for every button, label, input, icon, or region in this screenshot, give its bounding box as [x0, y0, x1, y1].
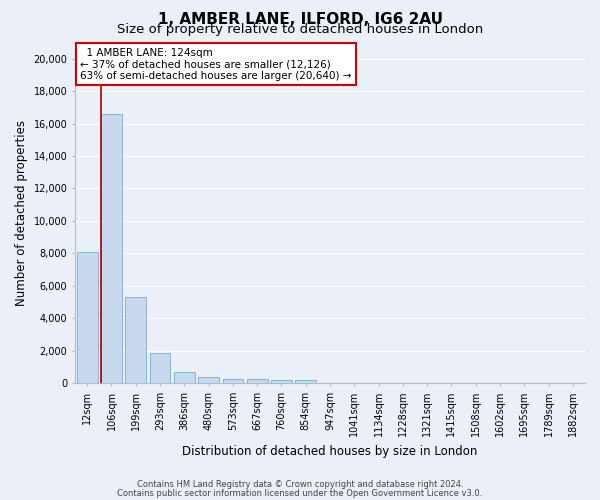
- Y-axis label: Number of detached properties: Number of detached properties: [15, 120, 28, 306]
- Bar: [223, 378, 243, 383]
- Bar: [77, 252, 98, 383]
- Bar: [101, 114, 122, 383]
- X-axis label: Distribution of detached houses by size in London: Distribution of detached houses by size …: [182, 444, 478, 458]
- Bar: [247, 380, 268, 383]
- Text: Contains public sector information licensed under the Open Government Licence v3: Contains public sector information licen…: [118, 488, 482, 498]
- Text: Size of property relative to detached houses in London: Size of property relative to detached ho…: [117, 24, 483, 36]
- Bar: [174, 372, 194, 383]
- Bar: [199, 378, 219, 383]
- Text: 1 AMBER LANE: 124sqm
← 37% of detached houses are smaller (12,126)
63% of semi-d: 1 AMBER LANE: 124sqm ← 37% of detached h…: [80, 48, 352, 81]
- Text: 1, AMBER LANE, ILFORD, IG6 2AU: 1, AMBER LANE, ILFORD, IG6 2AU: [157, 12, 443, 28]
- Bar: [125, 297, 146, 383]
- Bar: [150, 353, 170, 383]
- Text: Contains HM Land Registry data © Crown copyright and database right 2024.: Contains HM Land Registry data © Crown c…: [137, 480, 463, 489]
- Bar: [271, 380, 292, 383]
- Bar: [295, 380, 316, 383]
